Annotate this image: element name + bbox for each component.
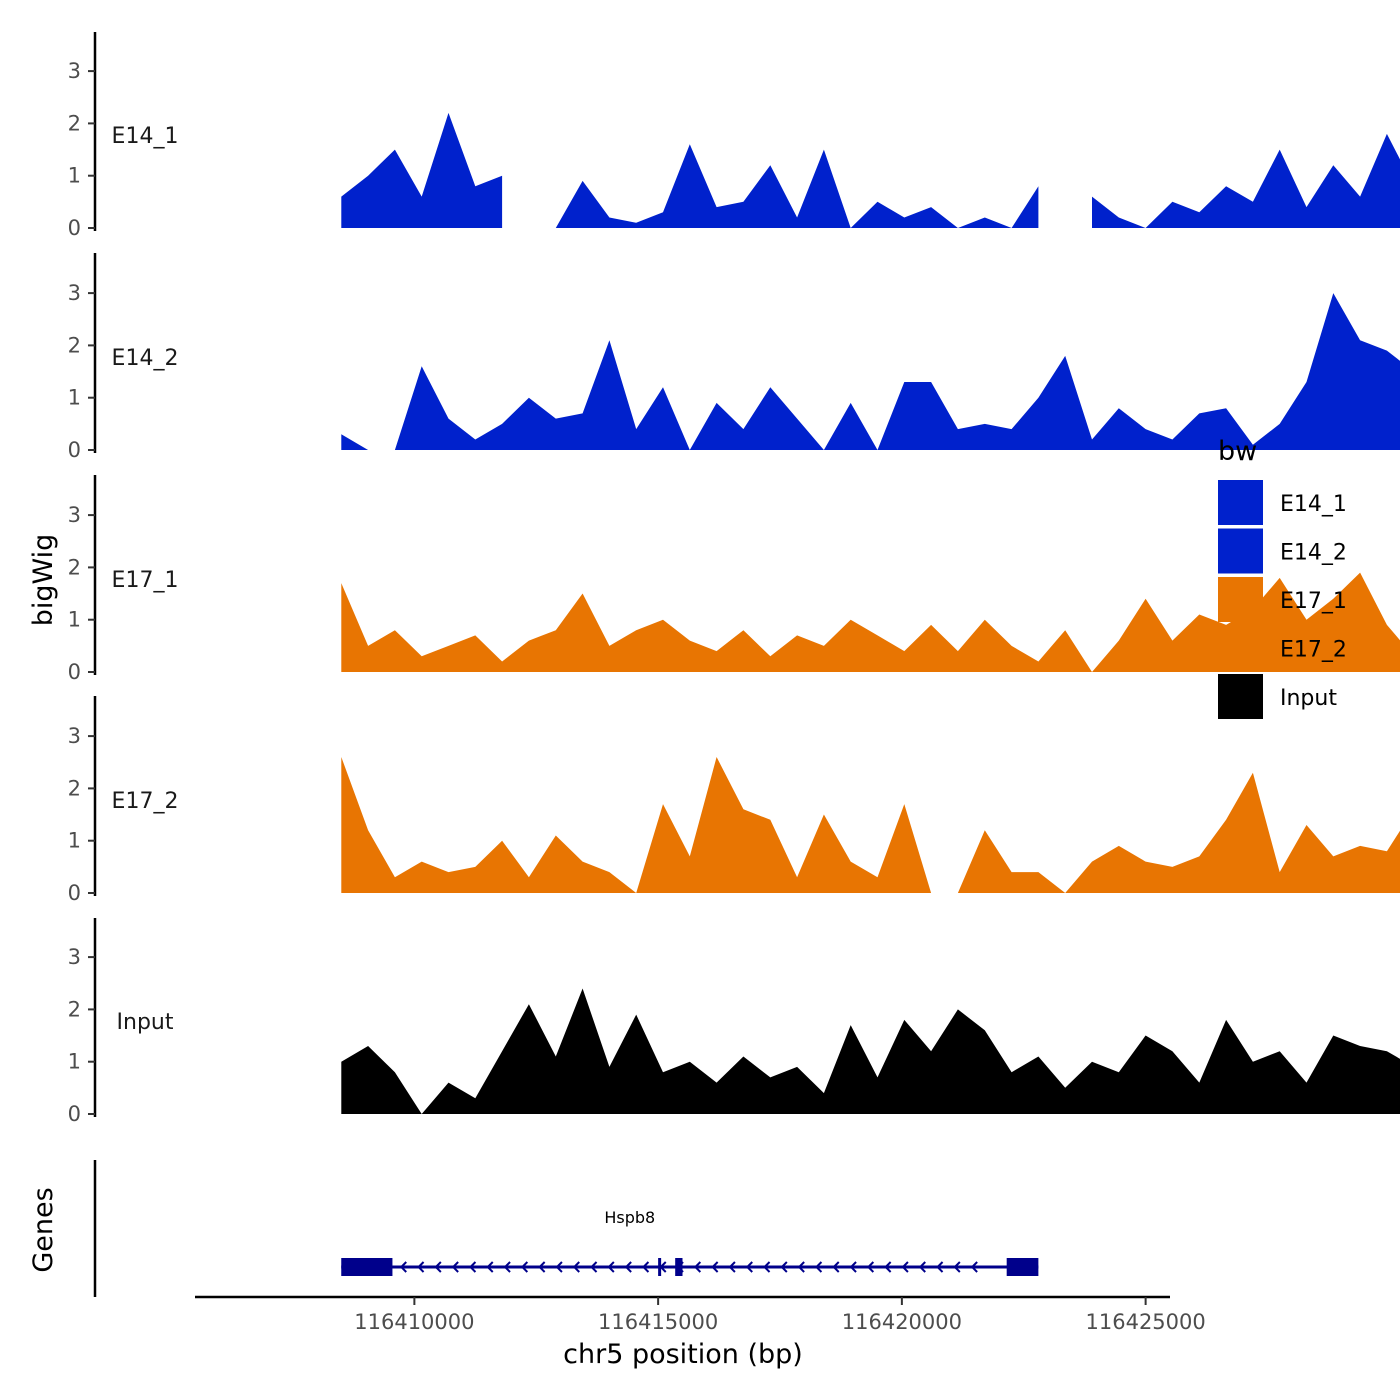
legend-label-E14_1: E14_1 (1280, 492, 1347, 517)
strand-arrow (763, 1261, 771, 1273)
strand-arrow (486, 1261, 494, 1273)
x-ticks: 116410000 116415000 116420000 116425000 (354, 1297, 1206, 1334)
strand-arrow (538, 1261, 546, 1273)
strand-arrow (780, 1261, 788, 1273)
strand-arrow (832, 1261, 840, 1273)
x-tick-label: 116420000 (842, 1310, 962, 1334)
legend-key-Input (1218, 674, 1263, 719)
track-E14_2: 0 1 2 3 E14_2 (68, 253, 1400, 462)
strand-arrow (728, 1261, 736, 1273)
track-Input: 0 1 2 3 Input (68, 918, 1400, 1126)
x-tick-label: 116415000 (598, 1310, 718, 1334)
legend-label-E17_2: E17_2 (1280, 638, 1347, 663)
gene-exon (675, 1258, 683, 1276)
legend-key-E14_2 (1218, 528, 1263, 574)
x-tick-label: 116410000 (354, 1310, 474, 1334)
legend-key-E14_1 (1218, 480, 1263, 525)
strand-arrow (572, 1261, 580, 1273)
strand-arrow (693, 1261, 702, 1273)
strand-arrow (434, 1261, 442, 1273)
gene-marks: Hspb8 (341, 1208, 1039, 1276)
track-label-E14_2: E14_2 (112, 346, 179, 371)
track-label-E17_2: E17_2 (112, 789, 179, 814)
y-tick-label: 2 (68, 333, 81, 357)
strand-arrow (953, 1261, 961, 1273)
strand-arrow (797, 1261, 805, 1273)
y-tick-label: 3 (68, 945, 81, 969)
gene-name-label: Hspb8 (604, 1208, 655, 1227)
area-E17_2 (341, 757, 1400, 893)
strand-arrow (555, 1261, 563, 1273)
strand-arrow (590, 1261, 598, 1273)
strand-arrow (399, 1261, 407, 1273)
y-tick-label: 2 (68, 111, 81, 135)
strand-arrow (520, 1261, 529, 1273)
strand-arrow (503, 1261, 511, 1273)
track-E17_1: 0 1 2 3 E17_1 (68, 475, 1400, 684)
legend: bw E14_1 E14_2 E17_1 E17_2 Input (1218, 436, 1347, 719)
strand-arrow (642, 1261, 650, 1273)
x-axis-title: chr5 position (bp) (563, 1339, 803, 1370)
legend-title: bw (1218, 436, 1257, 467)
track-label-E14_1: E14_1 (112, 124, 179, 149)
genes-axis-title: Genes (28, 1187, 59, 1272)
strand-arrow (607, 1261, 615, 1273)
y-tick-label: 0 (68, 1102, 81, 1126)
strand-arrow (624, 1261, 632, 1273)
track-E17_2: 0 1 2 3 E17_2 (68, 696, 1400, 905)
strand-arrow (745, 1261, 753, 1273)
y-tick-label: 3 (68, 724, 81, 748)
x-axis: 116410000 116415000 116420000 116425000 chr… (195, 1295, 1206, 1370)
strand-arrow (970, 1261, 978, 1273)
strand-arrow (711, 1261, 719, 1273)
y-tick-label: 2 (68, 555, 81, 579)
y-tick-label: 0 (68, 881, 81, 905)
legend-items: E14_1 E14_2 E17_1 E17_2 Input (1218, 480, 1347, 719)
y-tick-label: 1 (68, 829, 81, 853)
legend-key-E17_2 (1218, 625, 1263, 671)
y-tick-label: 3 (68, 503, 81, 527)
y-tick-label: 2 (68, 997, 81, 1021)
gene-exon (341, 1258, 393, 1276)
track-E14_1: 0 1 2 3 E14_1 (68, 32, 1400, 240)
area-E14_1 (341, 112, 1400, 228)
strand-arrow (866, 1261, 875, 1273)
strand-arrow (451, 1261, 459, 1273)
gene-track: Hspb8 (93, 1160, 1039, 1297)
track-label-E17_1: E17_1 (112, 568, 179, 593)
gene-exon (658, 1258, 662, 1276)
bigwig-tracks: 0 1 2 3 E14_1 0 1 2 3 E14_2 0 1 2 3 E17_1 0 1 2 3 E17_2 0 1 2 3… (68, 32, 1400, 1126)
y-tick-label: 1 (68, 1050, 81, 1074)
legend-label-E17_1: E17_1 (1280, 589, 1347, 614)
legend-label-Input: Input (1280, 686, 1337, 711)
y-tick-label: 1 (68, 386, 81, 410)
area-E14_2 (341, 293, 1400, 450)
strand-arrow (884, 1261, 892, 1273)
strand-arrow (815, 1261, 823, 1273)
area-E17_1 (341, 572, 1400, 672)
x-tick-label: 116425000 (1086, 1310, 1206, 1334)
legend-label-E14_2: E14_2 (1280, 541, 1347, 566)
y-axis-title: bigWig (28, 534, 59, 627)
strand-arrow (918, 1261, 926, 1273)
strand-arrow (901, 1261, 909, 1273)
y-tick-label: 2 (68, 776, 81, 800)
strand-arrow (936, 1261, 944, 1273)
area-Input (341, 988, 1400, 1114)
y-tick-label: 3 (68, 59, 81, 83)
y-tick-label: 0 (68, 660, 81, 684)
track-label-Input: Input (117, 1010, 174, 1035)
y-tick-label: 1 (68, 164, 81, 188)
y-tick-label: 0 (68, 438, 81, 462)
y-tick-label: 3 (68, 281, 81, 305)
strand-arrow (849, 1261, 857, 1273)
y-tick-label: 0 (68, 216, 81, 240)
strand-arrow (469, 1261, 477, 1273)
gene-exon (1006, 1258, 1039, 1276)
legend-key-E17_1 (1218, 577, 1263, 622)
y-tick-label: 1 (68, 608, 81, 632)
strand-arrow (417, 1261, 425, 1273)
